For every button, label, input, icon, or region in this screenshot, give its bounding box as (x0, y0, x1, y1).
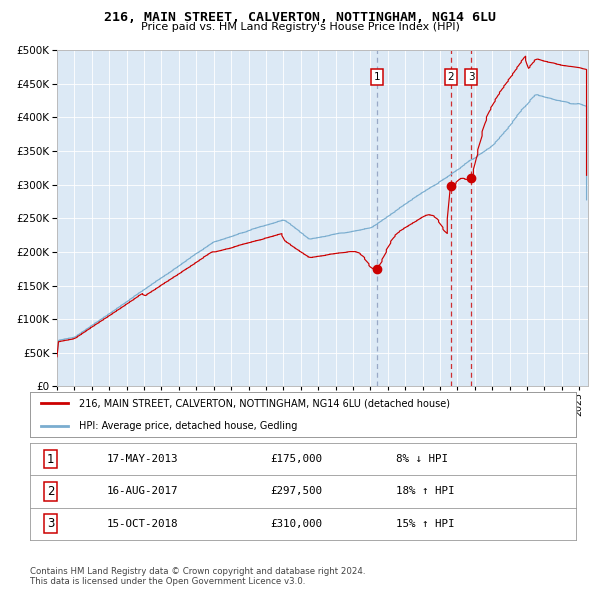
Text: 16-AUG-2017: 16-AUG-2017 (106, 487, 178, 496)
Text: £297,500: £297,500 (270, 487, 322, 496)
Text: 15-OCT-2018: 15-OCT-2018 (106, 519, 178, 529)
Text: 15% ↑ HPI: 15% ↑ HPI (396, 519, 454, 529)
Text: 216, MAIN STREET, CALVERTON, NOTTINGHAM, NG14 6LU (detached house): 216, MAIN STREET, CALVERTON, NOTTINGHAM,… (79, 398, 450, 408)
Text: Contains HM Land Registry data © Crown copyright and database right 2024.: Contains HM Land Registry data © Crown c… (30, 567, 365, 576)
Text: 2: 2 (448, 72, 454, 82)
Text: £310,000: £310,000 (270, 519, 322, 529)
Text: 1: 1 (374, 72, 380, 82)
Text: 2: 2 (47, 485, 55, 498)
Text: Price paid vs. HM Land Registry's House Price Index (HPI): Price paid vs. HM Land Registry's House … (140, 22, 460, 32)
Text: 3: 3 (468, 72, 475, 82)
Text: £175,000: £175,000 (270, 454, 322, 464)
Text: 3: 3 (47, 517, 55, 530)
Text: 1: 1 (47, 453, 55, 466)
Text: This data is licensed under the Open Government Licence v3.0.: This data is licensed under the Open Gov… (30, 578, 305, 586)
Text: 18% ↑ HPI: 18% ↑ HPI (396, 487, 454, 496)
Text: 17-MAY-2013: 17-MAY-2013 (106, 454, 178, 464)
Text: HPI: Average price, detached house, Gedling: HPI: Average price, detached house, Gedl… (79, 421, 298, 431)
Text: 8% ↓ HPI: 8% ↓ HPI (396, 454, 448, 464)
Text: 216, MAIN STREET, CALVERTON, NOTTINGHAM, NG14 6LU: 216, MAIN STREET, CALVERTON, NOTTINGHAM,… (104, 11, 496, 24)
